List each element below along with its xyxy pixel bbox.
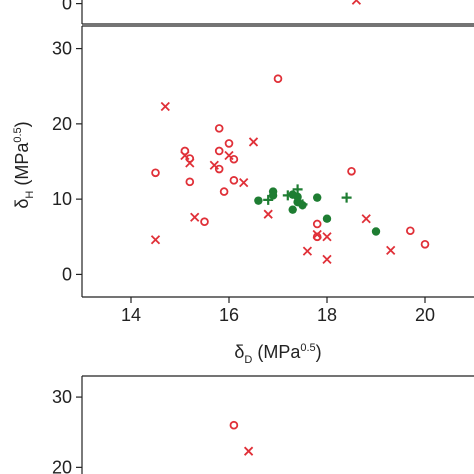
data-point-cross (263, 209, 273, 219)
series-o (229, 420, 239, 430)
x-tick-label: 20 (415, 305, 435, 325)
y-tick-label: 0 (62, 0, 72, 14)
series-x (243, 446, 254, 456)
x-axis-title: δD (MPa0.5) (234, 342, 321, 366)
data-point-plus (263, 194, 274, 205)
data-point-open-circle (229, 176, 239, 185)
data-point-cross (302, 246, 313, 256)
data-point-cross (386, 245, 396, 255)
data-point-open-circle (214, 164, 224, 174)
y-tick-label: 20 (52, 114, 72, 134)
data-point-cross (180, 150, 190, 161)
data-point-filled-circle (313, 193, 322, 202)
y-tick-label: 10 (52, 189, 72, 209)
data-point-open-circle (200, 217, 209, 227)
main-panel: 0 10 20 30 14 16 18 20 δD (MPa0.5) δH (MPa0.5) (12, 25, 474, 366)
data-point-filled-circle (268, 187, 278, 196)
y-axis-title: δH (MPa0.5) (12, 121, 36, 208)
data-point-plus (341, 192, 352, 203)
y-tick-label: 0 (62, 264, 72, 284)
data-point-filled-circle (254, 196, 263, 205)
x-tick-label: 18 (317, 305, 337, 325)
data-point-open-circle (312, 219, 322, 229)
bottom-panel: 30 20 (52, 375, 474, 474)
data-point-open-circle (214, 124, 224, 133)
data-point-cross (150, 235, 161, 245)
series-o (151, 74, 430, 249)
data-point-open-circle (185, 177, 195, 187)
data-point-filled-circle (298, 200, 307, 210)
data-point-open-circle (219, 187, 229, 196)
data-point-cross (322, 232, 332, 242)
data-point-open-circle (229, 420, 239, 430)
y-tick-label: 30 (52, 39, 72, 59)
data-point-open-circle (405, 226, 415, 236)
series-dot (254, 187, 381, 236)
top-panel: 0 (62, 0, 474, 25)
data-point-cross (239, 177, 249, 188)
data-point-cross (160, 101, 170, 112)
data-point-open-circle (224, 139, 234, 148)
data-point-cross (312, 229, 322, 240)
data-point-open-circle (151, 168, 160, 178)
data-point-cross (322, 254, 332, 264)
data-point-cross (243, 446, 254, 456)
data-point-cross (224, 150, 234, 161)
data-point-open-circle (273, 74, 283, 83)
y-tick-label: 20 (52, 457, 72, 474)
data-point-open-circle (420, 240, 430, 249)
series-x (150, 101, 396, 264)
data-point-cross (361, 214, 371, 224)
data-point-cross (185, 158, 195, 168)
data-point-filled-circle (288, 205, 297, 214)
data-point-filled-circle (371, 227, 381, 236)
data-point-open-circle (347, 166, 356, 176)
data-point-cross (248, 137, 259, 147)
data-point-cross (209, 160, 219, 170)
x-tick-label: 14 (121, 305, 141, 325)
data-point-open-circle (214, 146, 224, 156)
data-point-cross (190, 212, 200, 222)
series-x (351, 0, 362, 5)
data-point-open-circle (229, 154, 239, 164)
data-point-cross (351, 0, 362, 5)
data-point-filled-circle (322, 214, 332, 223)
x-tick-label: 16 (219, 305, 239, 325)
y-tick-label: 30 (52, 387, 72, 407)
